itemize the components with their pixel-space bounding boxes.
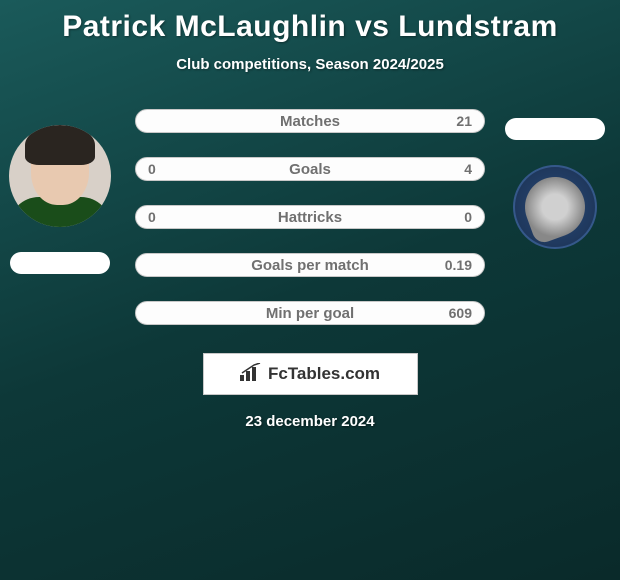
- stat-right-value: 21: [456, 113, 472, 129]
- stats-section: Matches 21 0 Goals 4 0 Hattricks 0 Goals per mat…: [0, 101, 620, 325]
- stat-label: Matches: [280, 113, 340, 130]
- stat-row: Goals per match 0.19: [135, 253, 485, 277]
- stat-label: Min per goal: [266, 305, 354, 322]
- brand-text: FcTables.com: [268, 364, 380, 384]
- stat-label: Goals: [289, 161, 331, 178]
- stat-right-value: 0.19: [445, 257, 472, 273]
- chart-icon: [240, 363, 262, 386]
- stat-label: Goals per match: [251, 257, 369, 274]
- stat-row: Matches 21: [135, 109, 485, 133]
- comparison-card: Patrick McLaughlin vs Lundstram Club com…: [0, 0, 620, 430]
- stat-row: Min per goal 609: [135, 301, 485, 325]
- stat-left-value: 0: [148, 161, 156, 177]
- stat-row: 0 Hattricks 0: [135, 205, 485, 229]
- subtitle: Club competitions, Season 2024/2025: [176, 56, 444, 73]
- stat-left-value: 0: [148, 209, 156, 225]
- page-title: Patrick McLaughlin vs Lundstram: [62, 10, 558, 44]
- stat-right-value: 609: [449, 305, 472, 321]
- stat-right-value: 4: [464, 161, 472, 177]
- stat-right-value: 0: [464, 209, 472, 225]
- stat-label: Hattricks: [278, 209, 342, 226]
- date-label: 23 december 2024: [245, 413, 374, 430]
- stat-row: 0 Goals 4: [135, 157, 485, 181]
- brand-badge: FcTables.com: [203, 353, 418, 395]
- stats-list: Matches 21 0 Goals 4 0 Hattricks 0 Goals per mat…: [135, 101, 485, 325]
